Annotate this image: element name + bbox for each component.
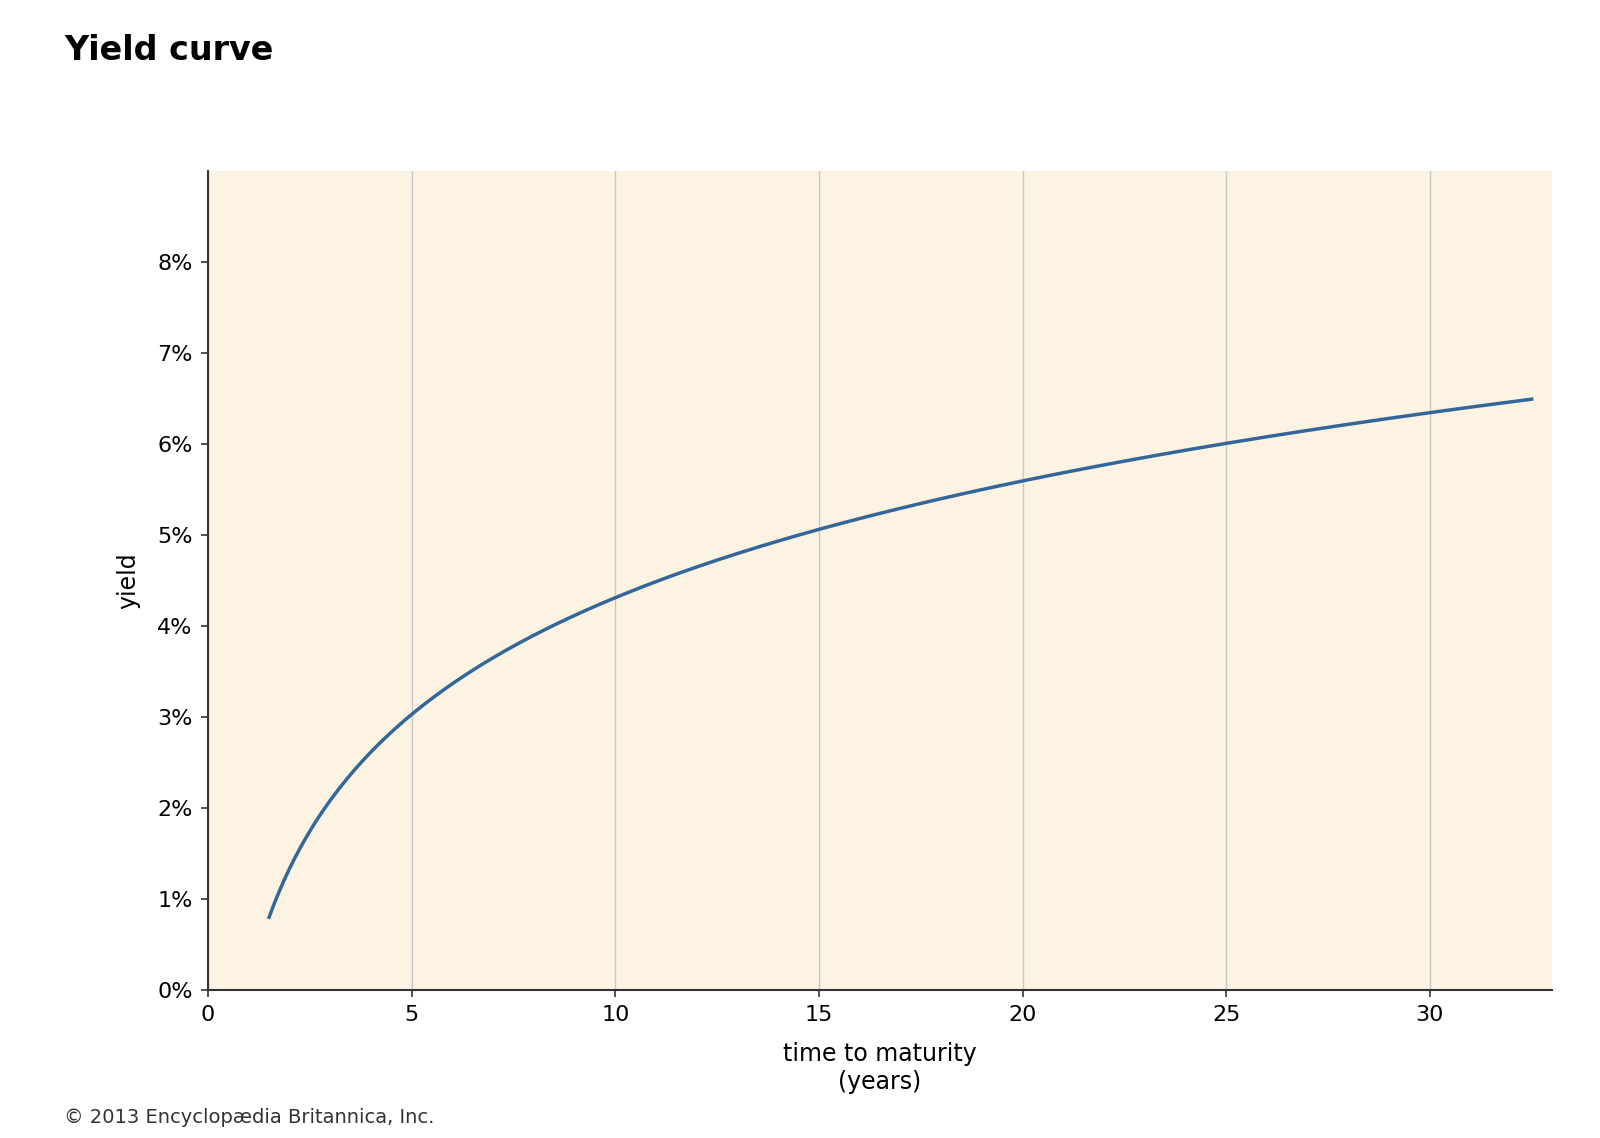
X-axis label: time to maturity
(years): time to maturity (years)	[782, 1042, 978, 1094]
Text: © 2013 Encyclopædia Britannica, Inc.: © 2013 Encyclopædia Britannica, Inc.	[64, 1107, 434, 1127]
Y-axis label: yield: yield	[117, 552, 141, 609]
Text: Yield curve: Yield curve	[64, 34, 274, 67]
